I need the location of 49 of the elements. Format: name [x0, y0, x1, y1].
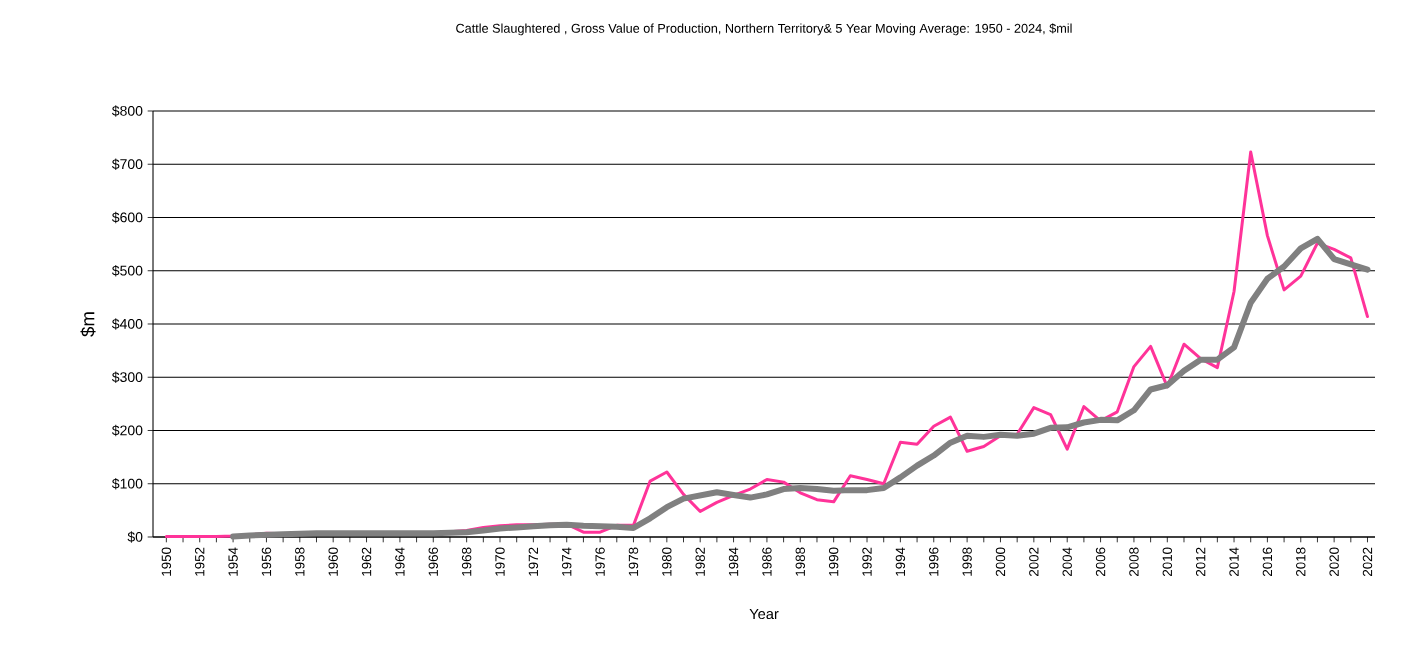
x-tick-label: 2004 [1062, 547, 1072, 577]
x-tick-label: 1964 [395, 547, 405, 576]
y-tick-label: $300 [111, 371, 143, 383]
x-tick-label: 2014 [1229, 547, 1239, 577]
x-tick-label: 2002 [1029, 547, 1039, 577]
x-tick-label: 1988 [795, 547, 806, 576]
x-tick-label: 1974 [562, 547, 572, 576]
y-tick-label: $200 [111, 424, 143, 437]
x-tick-label: 1982 [695, 547, 705, 576]
chart-title: Cattle Slaughtered , Gross Value of Production, Northern Territory& 5 Year Moving Average: 1950 - 2024, $mil [456, 23, 1072, 36]
x-tick-label: 1972 [528, 547, 539, 576]
x-tick-label: 1996 [929, 547, 939, 576]
x-tick-label: 2016 [1262, 547, 1273, 577]
y-tick-label: $0 [127, 531, 143, 543]
x-tick-label: 1976 [595, 547, 605, 576]
x-tick-label: 1994 [895, 547, 906, 576]
x-tick-label: 1962 [361, 547, 372, 576]
x-tick-label: 2018 [1296, 547, 1306, 577]
x-tick-label: 1960 [328, 547, 338, 576]
x-tick-label: 1992 [862, 547, 872, 576]
x-tick-label: 1998 [962, 547, 972, 576]
x-tick-label: 1952 [195, 547, 205, 576]
x-tick-label: 2022 [1362, 547, 1373, 577]
y-tick-label: $600 [111, 211, 143, 224]
x-axis-title: Year [749, 608, 779, 620]
x-tick-label: 1966 [428, 547, 438, 576]
y-tick-label: $500 [111, 265, 143, 277]
x-tick-label: 1958 [295, 547, 305, 576]
x-tick-label: 1980 [662, 547, 672, 576]
y-tick-label: $100 [111, 478, 143, 490]
y-tick-label: $400 [111, 318, 143, 330]
x-tick-label: 2020 [1329, 547, 1339, 577]
x-tick-label: 2000 [995, 547, 1006, 577]
x-tick-label: 1950 [161, 547, 172, 576]
x-tick-label: 2012 [1195, 547, 1206, 577]
x-tick-label: 1990 [828, 547, 839, 576]
x-tick-label: 1984 [728, 547, 739, 576]
y-tick-label: $700 [111, 158, 143, 170]
y-tick-label: $800 [111, 105, 143, 117]
y-axis-title: $m [80, 312, 96, 337]
x-tick-label: 1968 [461, 547, 472, 576]
x-tick-label: 1954 [228, 547, 238, 576]
x-tick-label: 2010 [1162, 547, 1173, 577]
x-tick-label: 2006 [1095, 547, 1106, 577]
x-tick-label: 1986 [762, 547, 772, 576]
x-tick-label: 2008 [1129, 547, 1139, 577]
x-tick-label: 1970 [495, 547, 505, 576]
x-tick-label: 1956 [261, 547, 272, 576]
x-tick-label: 1978 [628, 547, 639, 576]
